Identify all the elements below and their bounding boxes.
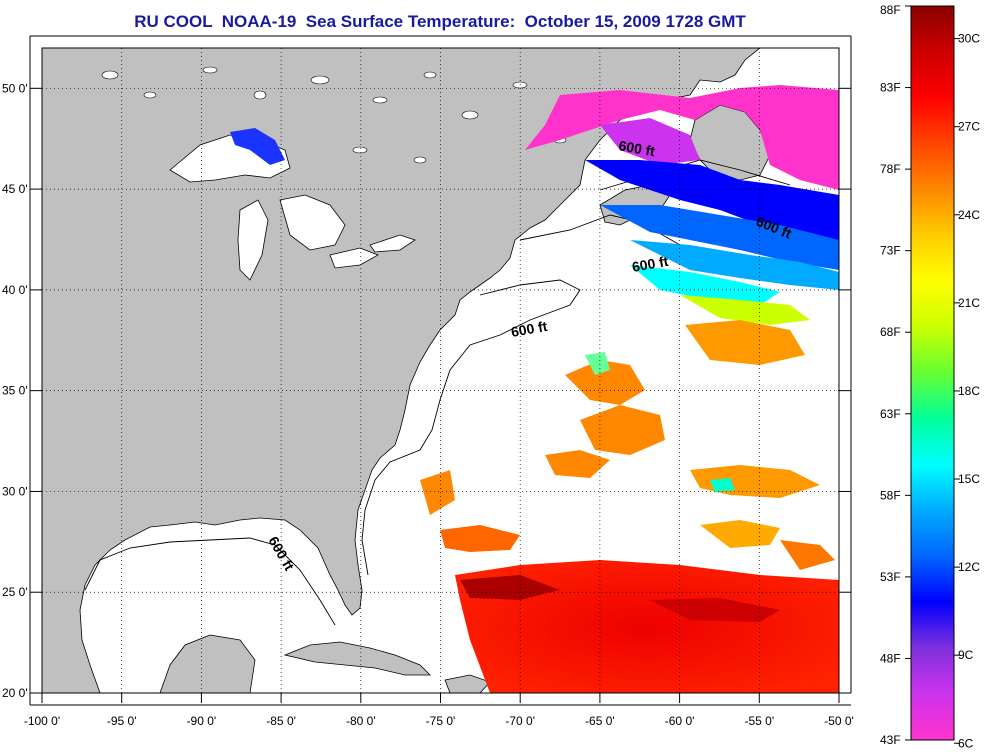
lon-tick-label: -65 0' bbox=[585, 714, 615, 728]
lon-tick-label: -75 0' bbox=[426, 714, 456, 728]
lon-tick-label: -100 0' bbox=[24, 714, 60, 728]
lon-tick-label: -60 0' bbox=[665, 714, 695, 728]
lon-tick-label: -85 0' bbox=[266, 714, 296, 728]
contour-label: 600 ft bbox=[617, 137, 656, 159]
contour-label: 600 ft bbox=[510, 318, 549, 340]
land-hispaniola bbox=[444, 674, 491, 693]
lat-tick-label: 35 0' bbox=[2, 384, 28, 398]
canada-lakes bbox=[101, 66, 567, 164]
lon-tick-label: -80 0' bbox=[346, 714, 376, 728]
lat-tick-label: 20 0' bbox=[2, 686, 28, 700]
lat-lon-grid bbox=[42, 48, 839, 693]
map-title: RU COOL NOAA-19 Sea Surface Temperature:… bbox=[134, 12, 746, 31]
land-cuba bbox=[283, 641, 431, 676]
land-yucatan bbox=[159, 634, 256, 693]
lat-tick-label: 40 0' bbox=[2, 283, 28, 297]
lon-tick-label: -90 0' bbox=[187, 714, 217, 728]
lat-tick-label: 50 0' bbox=[2, 81, 28, 95]
great-lakes bbox=[169, 134, 416, 281]
lat-tick-label: 30 0' bbox=[2, 484, 28, 498]
sst-data bbox=[230, 85, 839, 693]
contour-label: 600 ft bbox=[631, 253, 670, 275]
lat-tick-label: 25 0' bbox=[2, 585, 28, 599]
lat-tick-label: 45 0' bbox=[2, 182, 28, 196]
lon-tick-label: -50 0' bbox=[824, 714, 854, 728]
lon-tick-label: -70 0' bbox=[505, 714, 535, 728]
lon-ticks: -100 0' -95 0' -90 0' -85 0' -80 0' -75 0' -70… bbox=[24, 693, 854, 728]
lat-ticks: 20 0' 25 0' 30 0' 35 0' 40 0' 45 0' 50 0' bbox=[2, 81, 851, 700]
lon-tick-label: -55 0' bbox=[744, 714, 774, 728]
lon-tick-label: -95 0' bbox=[107, 714, 137, 728]
